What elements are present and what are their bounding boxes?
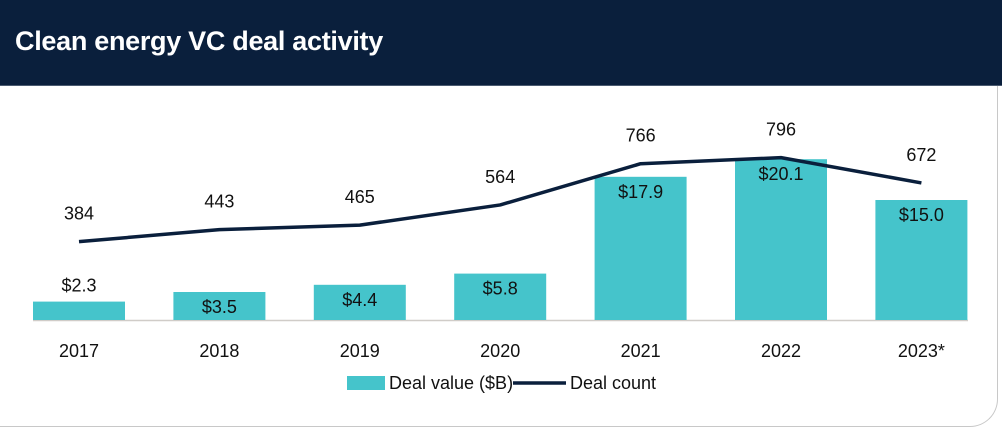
deal-count-label: 384 [64,204,94,224]
bar-value-label: $17.9 [618,182,663,202]
bar-value-label: $5.8 [483,279,518,299]
bar-2018 [173,292,266,320]
legend-label-deal-count: Deal count [570,373,656,393]
bar-2017 [33,301,125,320]
bar-value-label: $4.4 [342,290,377,310]
x-tick-label: 2022 [761,341,801,361]
bar-2022 [735,159,827,320]
bar-2019 [313,284,406,320]
header-bar: Clean energy VC deal activity [0,0,1002,86]
bar-2020 [454,273,547,320]
chart-card [0,86,998,427]
chart-title: Clean energy VC deal activity [15,26,383,56]
deal-count-label: 465 [345,187,375,207]
x-tick-label: 2019 [340,341,380,361]
bar-2023* [875,200,968,320]
bar-value-label: $15.0 [899,205,944,225]
bar-value-label: $2.3 [61,276,96,296]
bar-2021 [594,176,687,320]
deal-count-label: 796 [766,120,796,140]
legend-label-deal-value: Deal value ($B) [389,373,513,393]
deal-count-label: 766 [626,126,656,146]
deal-count-label: 672 [906,145,936,165]
x-tick-label: 2021 [621,341,661,361]
legend-swatch-deal-value [347,376,385,390]
x-tick-label: 2020 [480,341,520,361]
deal-count-label: 443 [204,192,234,212]
bar-value-label: $20.1 [758,164,803,184]
x-tick-label: 2017 [59,341,99,361]
deal-count-label: 564 [485,167,515,187]
x-tick-label: 2023* [898,341,945,361]
bar-value-label: $3.5 [202,297,237,317]
x-tick-label: 2018 [199,341,239,361]
